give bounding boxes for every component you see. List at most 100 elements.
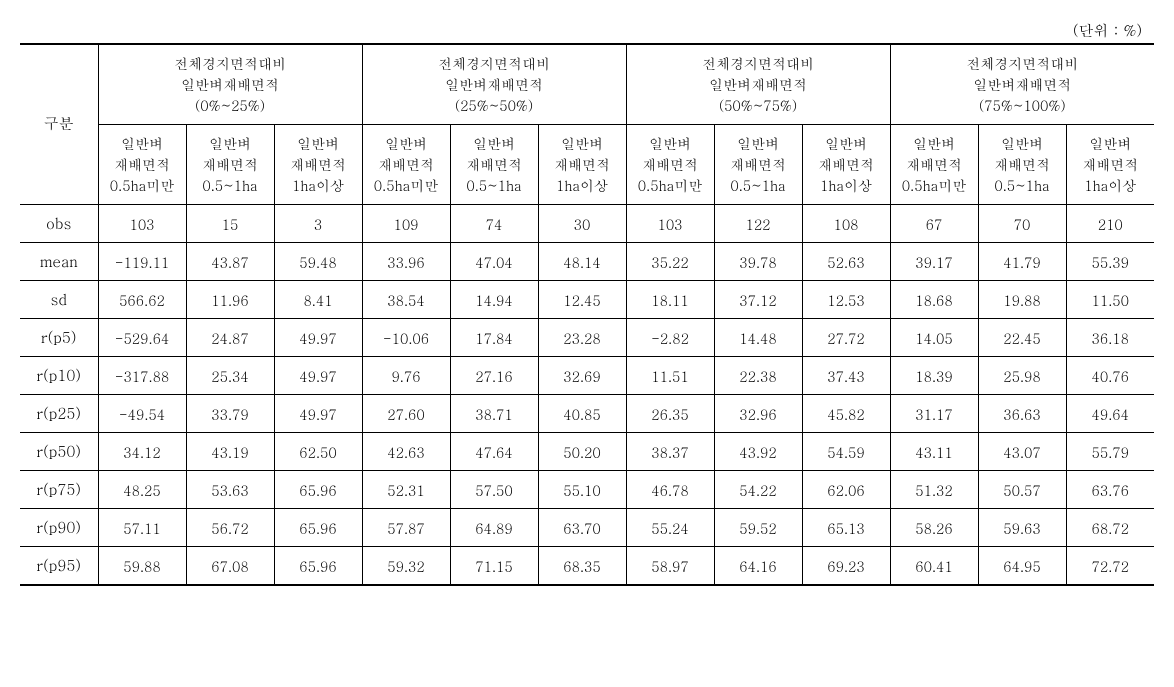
data-cell: 40.76 [1066, 357, 1154, 395]
subcol-l2: 재배면적 [114, 154, 170, 174]
data-cell: 49.97 [274, 395, 362, 433]
row-label: mean [20, 243, 98, 281]
data-cell: 210 [1066, 205, 1154, 243]
data-cell: 63.76 [1066, 471, 1154, 509]
row-label: r(p75) [20, 471, 98, 509]
subcol-l1: 일반벼 [649, 133, 691, 153]
data-cell: 57.50 [450, 471, 538, 509]
data-cell: 59.88 [98, 547, 186, 586]
subcol-l1: 일반벼 [209, 133, 251, 153]
subcol-l3: 0.5~1ha [202, 175, 257, 195]
data-cell: 74 [450, 205, 538, 243]
table-row: r(p10)-317.8825.3449.979.7627.1632.6911.… [20, 357, 1154, 395]
data-cell: 32.69 [538, 357, 626, 395]
data-cell: 64.16 [714, 547, 802, 586]
subcol-l1: 일반벼 [473, 133, 515, 153]
data-cell: 43.11 [890, 433, 978, 471]
data-cell: 63.70 [538, 509, 626, 547]
data-cell: 43.07 [978, 433, 1066, 471]
sub-col-header: 일반벼재배면적1ha이상 [802, 125, 890, 205]
subcol-l3: 1ha이상 [556, 175, 608, 195]
sub-col-header: 일반벼재배면적0.5~1ha [450, 125, 538, 205]
group-title2: 일반벼재배면적 [973, 74, 1071, 94]
data-cell: 27.16 [450, 357, 538, 395]
subcol-l1: 일반벼 [1001, 133, 1043, 153]
data-cell: 50.57 [978, 471, 1066, 509]
subcol-l2: 재배면적 [906, 154, 962, 174]
data-cell: 24.87 [186, 319, 274, 357]
data-cell: 39.78 [714, 243, 802, 281]
group-title2: 일반벼재배면적 [709, 74, 807, 94]
data-cell: 18.68 [890, 281, 978, 319]
data-cell: 103 [626, 205, 714, 243]
data-cell: 45.82 [802, 395, 890, 433]
data-cell: 122 [714, 205, 802, 243]
data-cell: 14.05 [890, 319, 978, 357]
group-title1: 전체경지면적대비 [174, 53, 286, 73]
data-cell: 47.04 [450, 243, 538, 281]
data-cell: 54.22 [714, 471, 802, 509]
data-cell: 65.96 [274, 509, 362, 547]
data-cell: 49.97 [274, 357, 362, 395]
data-cell: 43.87 [186, 243, 274, 281]
data-cell: 53.63 [186, 471, 274, 509]
data-cell: 69.23 [802, 547, 890, 586]
data-cell: 65.13 [802, 509, 890, 547]
data-cell: 55.39 [1066, 243, 1154, 281]
group-title2: 일반벼재배면적 [181, 74, 279, 94]
data-cell: 18.11 [626, 281, 714, 319]
data-cell: 14.48 [714, 319, 802, 357]
data-cell: 33.79 [186, 395, 274, 433]
subcol-l1: 일반벼 [1089, 133, 1131, 153]
data-cell: 58.97 [626, 547, 714, 586]
data-cell: 37.43 [802, 357, 890, 395]
data-cell: 64.89 [450, 509, 538, 547]
subcol-l3: 0.5ha미만 [638, 175, 702, 195]
group-title1: 전체경지면적대비 [966, 53, 1078, 73]
data-cell: 35.22 [626, 243, 714, 281]
subcol-l2: 재배면적 [730, 154, 786, 174]
data-cell: 50.20 [538, 433, 626, 471]
statistics-table: 구분 전체경지면적대비 일반벼재배면적 (0%~25%) 전체경지면적대비 일반… [20, 43, 1154, 586]
subcol-l2: 재배면적 [466, 154, 522, 174]
sub-header-row: 일반벼재배면적0.5ha미만일반벼재배면적0.5~1ha일반벼재배면적1ha이상… [20, 125, 1154, 205]
group-header-3: 전체경지면적대비 일반벼재배면적 (75%~100%) [890, 44, 1154, 125]
data-cell: 59.32 [362, 547, 450, 586]
group-range: (0%~25%) [195, 95, 265, 115]
row-label: r(p25) [20, 395, 98, 433]
data-cell: 36.18 [1066, 319, 1154, 357]
data-cell: 40.85 [538, 395, 626, 433]
group-title1: 전체경지면적대비 [438, 53, 550, 73]
data-cell: 65.96 [274, 547, 362, 586]
table-row: r(p90)57.1156.7265.9657.8764.8963.7055.2… [20, 509, 1154, 547]
data-cell: 57.87 [362, 509, 450, 547]
table-header: 구분 전체경지면적대비 일반벼재배면적 (0%~25%) 전체경지면적대비 일반… [20, 44, 1154, 205]
data-cell: 27.60 [362, 395, 450, 433]
sub-col-header: 일반벼재배면적0.5~1ha [978, 125, 1066, 205]
data-cell: 49.64 [1066, 395, 1154, 433]
data-cell: 11.96 [186, 281, 274, 319]
data-cell: 31.17 [890, 395, 978, 433]
data-cell: 30 [538, 205, 626, 243]
table-row: r(p75)48.2553.6365.9652.3157.5055.1046.7… [20, 471, 1154, 509]
data-cell: 68.72 [1066, 509, 1154, 547]
unit-label: (단위 : %) [20, 20, 1154, 41]
subcol-l2: 재배면적 [1082, 154, 1138, 174]
group-title1: 전체경지면적대비 [702, 53, 814, 73]
table-row: r(p95)59.8867.0865.9659.3271.1568.3558.9… [20, 547, 1154, 586]
data-cell: 72.72 [1066, 547, 1154, 586]
data-cell: 59.48 [274, 243, 362, 281]
data-cell: 48.14 [538, 243, 626, 281]
data-cell: 52.63 [802, 243, 890, 281]
data-cell: 15 [186, 205, 274, 243]
data-cell: 43.19 [186, 433, 274, 471]
data-cell: -2.82 [626, 319, 714, 357]
row-label: r(p50) [20, 433, 98, 471]
sub-col-header: 일반벼재배면적0.5ha미만 [626, 125, 714, 205]
data-cell: 25.98 [978, 357, 1066, 395]
data-cell: 38.71 [450, 395, 538, 433]
data-cell: 33.96 [362, 243, 450, 281]
data-cell: -529.64 [98, 319, 186, 357]
table-row: sd566.6211.968.4138.5414.9412.4518.1137.… [20, 281, 1154, 319]
data-cell: 46.78 [626, 471, 714, 509]
